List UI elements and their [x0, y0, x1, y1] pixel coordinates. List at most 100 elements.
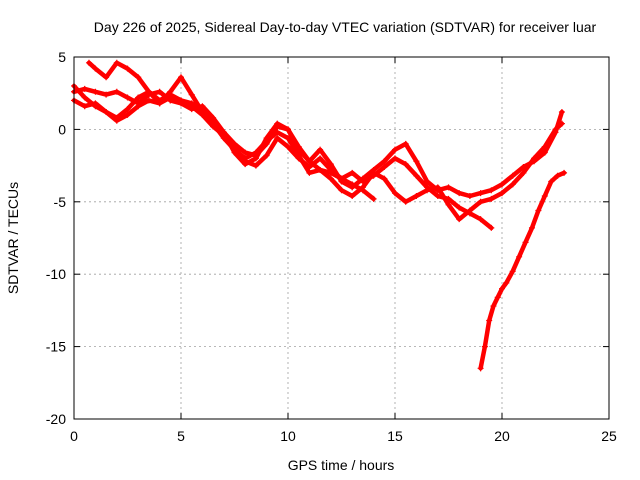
data-point [124, 94, 131, 101]
data-point [541, 193, 548, 200]
data-point [317, 155, 324, 162]
data-point [349, 181, 356, 188]
data-point [456, 204, 463, 211]
data-point [242, 155, 249, 162]
data-point [370, 195, 377, 202]
data-point [477, 365, 484, 372]
data-point [392, 190, 398, 197]
data-point [509, 181, 516, 188]
data-point [509, 268, 516, 275]
x-tick-label: 0 [70, 428, 78, 444]
x-tick-label: 25 [601, 428, 617, 444]
data-point [113, 88, 120, 95]
series-line-5 [478, 170, 567, 371]
data-point [135, 103, 142, 110]
data-point [541, 143, 548, 150]
data-point [285, 126, 291, 133]
x-axis-label: GPS time / hours [288, 457, 395, 473]
data-point [92, 65, 99, 72]
data-point [113, 117, 120, 124]
data-point [381, 164, 388, 171]
data-point [145, 88, 152, 95]
data-point [554, 172, 561, 179]
data-point [306, 169, 313, 176]
data-point [327, 161, 334, 168]
data-point [466, 207, 473, 214]
data-point [499, 285, 505, 292]
data-point [317, 146, 324, 153]
y-tick-label: -10 [46, 266, 66, 282]
data-point [424, 187, 431, 194]
data-point [509, 172, 516, 179]
data-point [124, 106, 131, 113]
data-point [103, 109, 110, 116]
series-line-1 [71, 83, 494, 231]
data-point [424, 178, 431, 185]
data-point [317, 166, 324, 173]
data-point [535, 207, 542, 214]
data-point [327, 175, 334, 182]
data-point [285, 135, 291, 142]
data-point [306, 158, 313, 165]
data-point [413, 158, 420, 165]
data-point [494, 294, 501, 301]
data-point [188, 91, 195, 98]
data-point [381, 158, 388, 165]
data-point [252, 155, 259, 162]
data-point [561, 169, 568, 176]
data-point [178, 74, 184, 81]
data-point [263, 135, 270, 142]
data-point [338, 175, 345, 182]
data-point [456, 190, 463, 197]
data-point [156, 88, 163, 95]
y-tick-label: 0 [58, 121, 66, 137]
axis-ticks: 0 5 10 15 20 25 -20 -15 -10 -5 0 5 [46, 49, 617, 444]
data-point [145, 97, 152, 104]
data-point [392, 155, 398, 162]
data-point [370, 169, 377, 176]
data-point [402, 161, 409, 168]
data-point [477, 216, 484, 223]
data-point [124, 65, 131, 72]
data-point [113, 59, 120, 66]
data-point [252, 162, 259, 169]
data-point [477, 190, 484, 197]
y-tick-label: -5 [54, 194, 67, 210]
data-point [199, 109, 206, 116]
data-point [499, 190, 505, 197]
data-point [92, 100, 99, 107]
data-point [445, 184, 452, 191]
data-point [210, 117, 217, 124]
data-point [445, 201, 452, 208]
data-point [541, 149, 548, 156]
data-point [295, 152, 302, 159]
data-point [516, 253, 523, 260]
grid-lines [74, 57, 609, 419]
data-point [456, 216, 463, 223]
data-point [135, 74, 142, 81]
data-point [124, 111, 131, 118]
data-point [488, 195, 495, 202]
data-point [188, 100, 195, 107]
y-tick-label: 5 [58, 49, 66, 65]
data-point [231, 140, 238, 147]
data-point [490, 303, 497, 310]
data-point [349, 193, 356, 200]
x-tick-label: 20 [494, 428, 510, 444]
data-point [531, 155, 538, 162]
data-point [274, 120, 281, 127]
data-point [402, 198, 409, 205]
y-tick-label: -20 [46, 411, 66, 427]
data-point [481, 343, 488, 350]
data-point [552, 126, 559, 133]
data-point [402, 140, 409, 147]
series-line-4 [86, 60, 376, 202]
data-point [167, 94, 174, 101]
chart-title: Day 226 of 2025, Sidereal Day-to-day VTE… [94, 19, 597, 35]
data-point [548, 178, 555, 185]
data-point [103, 74, 110, 81]
data-point [81, 85, 88, 92]
data-point [231, 149, 238, 156]
y-tick-label: -15 [46, 339, 66, 355]
